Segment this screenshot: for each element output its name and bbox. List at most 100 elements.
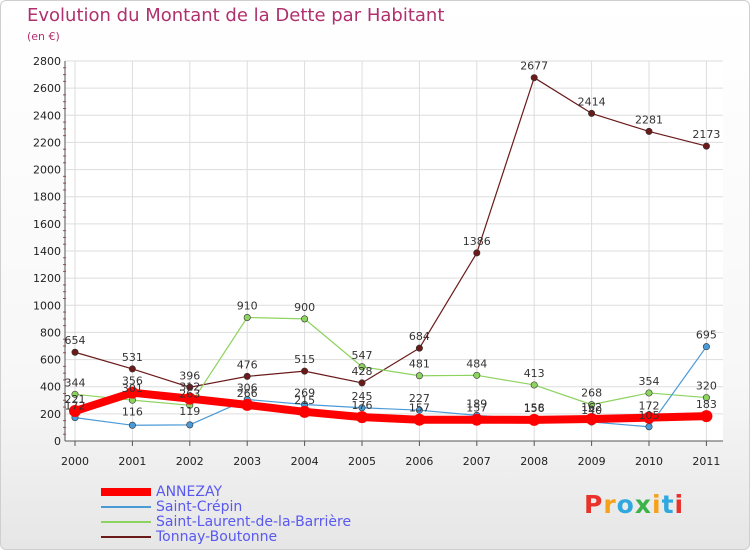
data-label: 215	[294, 394, 315, 407]
x-tick-label: 2003	[233, 455, 261, 468]
data-label: 269	[294, 386, 315, 399]
data-point	[358, 404, 366, 412]
data-label: 2173	[692, 128, 720, 141]
data-point	[415, 344, 423, 352]
legend-label: Saint-Laurent-de-la-Barrière	[156, 514, 352, 530]
data-point	[530, 381, 538, 389]
data-point	[243, 313, 251, 321]
data-point	[358, 379, 366, 387]
data-label: 140	[581, 404, 602, 417]
data-point	[301, 315, 309, 323]
data-point	[186, 421, 194, 429]
data-point	[71, 390, 79, 398]
unit-label: (en €)	[27, 30, 60, 43]
x-tick-label: 2001	[118, 455, 146, 468]
data-point	[128, 421, 136, 429]
series-line-3	[71, 74, 710, 391]
data-label: 119	[179, 405, 200, 418]
data-label: 320	[696, 380, 717, 393]
data-point	[69, 405, 81, 418]
data-point	[530, 74, 538, 82]
y-tick-label: 2800	[33, 55, 61, 68]
data-point	[528, 413, 541, 426]
data-label: 428	[352, 365, 373, 378]
data-label: 684	[409, 330, 430, 343]
data-label: 413	[524, 367, 545, 380]
data-point	[588, 109, 596, 117]
data-point	[645, 389, 653, 397]
proxiti-logo: Proxiti	[584, 490, 684, 519]
y-tick-label: 1000	[33, 299, 61, 312]
data-point	[241, 398, 254, 411]
y-tick-label: 1400	[33, 245, 61, 258]
y-tick-label: 1200	[33, 272, 61, 285]
x-tick-label: 2006	[405, 455, 433, 468]
series-line	[74, 316, 708, 406]
x-tick-label: 2007	[463, 455, 491, 468]
x-tick-label: 2010	[635, 455, 663, 468]
x-tick-label: 2002	[176, 455, 204, 468]
data-point	[588, 401, 596, 409]
data-point	[702, 394, 710, 402]
legend-label: ANNEZAY	[156, 484, 223, 500]
data-point	[415, 406, 423, 414]
data-label: 172	[639, 400, 660, 413]
legend-swatch	[101, 506, 151, 508]
data-label: 157	[466, 402, 487, 415]
x-tick-label: 2005	[348, 455, 376, 468]
data-point	[243, 372, 251, 380]
y-tick-label: 800	[40, 326, 61, 339]
y-tick-label: 400	[40, 381, 61, 394]
data-label: 266	[237, 387, 258, 400]
logo-letter: P	[584, 490, 604, 519]
x-tick-label: 2004	[291, 455, 319, 468]
data-label: 156	[524, 402, 545, 415]
data-point	[71, 348, 79, 356]
data-label: 531	[122, 351, 143, 364]
data-label: 1386	[463, 235, 491, 248]
data-label: 654	[65, 334, 86, 347]
chart-title: Evolution du Montant de la Dette par Hab…	[27, 5, 445, 26]
legend-label: Saint-Crépin	[156, 499, 243, 515]
legend-label: Tonnay-Boutonne	[156, 529, 278, 545]
data-point	[358, 363, 366, 371]
data-label: 344	[65, 376, 86, 389]
data-label: 157	[409, 402, 430, 415]
y-tick-label: 0	[54, 435, 61, 448]
data-point	[186, 383, 194, 391]
data-label: 515	[294, 353, 315, 366]
data-label: 268	[581, 387, 602, 400]
data-label: 176	[352, 399, 373, 412]
series-line	[71, 388, 711, 424]
legend-swatch	[101, 536, 151, 538]
logo-letter: o	[616, 490, 635, 519]
data-label: 306	[237, 381, 258, 394]
data-point	[128, 365, 136, 373]
data-label: 356	[122, 375, 143, 388]
y-tick-label: 2200	[33, 136, 61, 149]
data-label: 695	[696, 329, 717, 342]
series-annezay	[69, 386, 713, 426]
data-point	[413, 413, 426, 426]
data-point	[643, 411, 655, 424]
data-point	[585, 413, 598, 426]
data-point	[702, 343, 710, 351]
y-tick-label: 200	[40, 408, 61, 421]
data-point	[470, 413, 483, 426]
data-point	[298, 405, 311, 418]
data-point	[700, 410, 713, 423]
logo-letter: x	[634, 490, 652, 519]
x-tick-label: 2000	[61, 455, 89, 468]
data-label: 476	[237, 358, 258, 371]
data-point	[702, 142, 710, 150]
data-point	[645, 423, 653, 431]
data-label: 183	[696, 398, 717, 411]
data-label: 481	[409, 358, 430, 371]
logo-letter: t	[661, 490, 675, 519]
data-label: 158	[524, 402, 545, 415]
data-point	[356, 411, 368, 424]
y-tick-label: 1600	[33, 218, 61, 231]
data-point	[473, 249, 481, 257]
